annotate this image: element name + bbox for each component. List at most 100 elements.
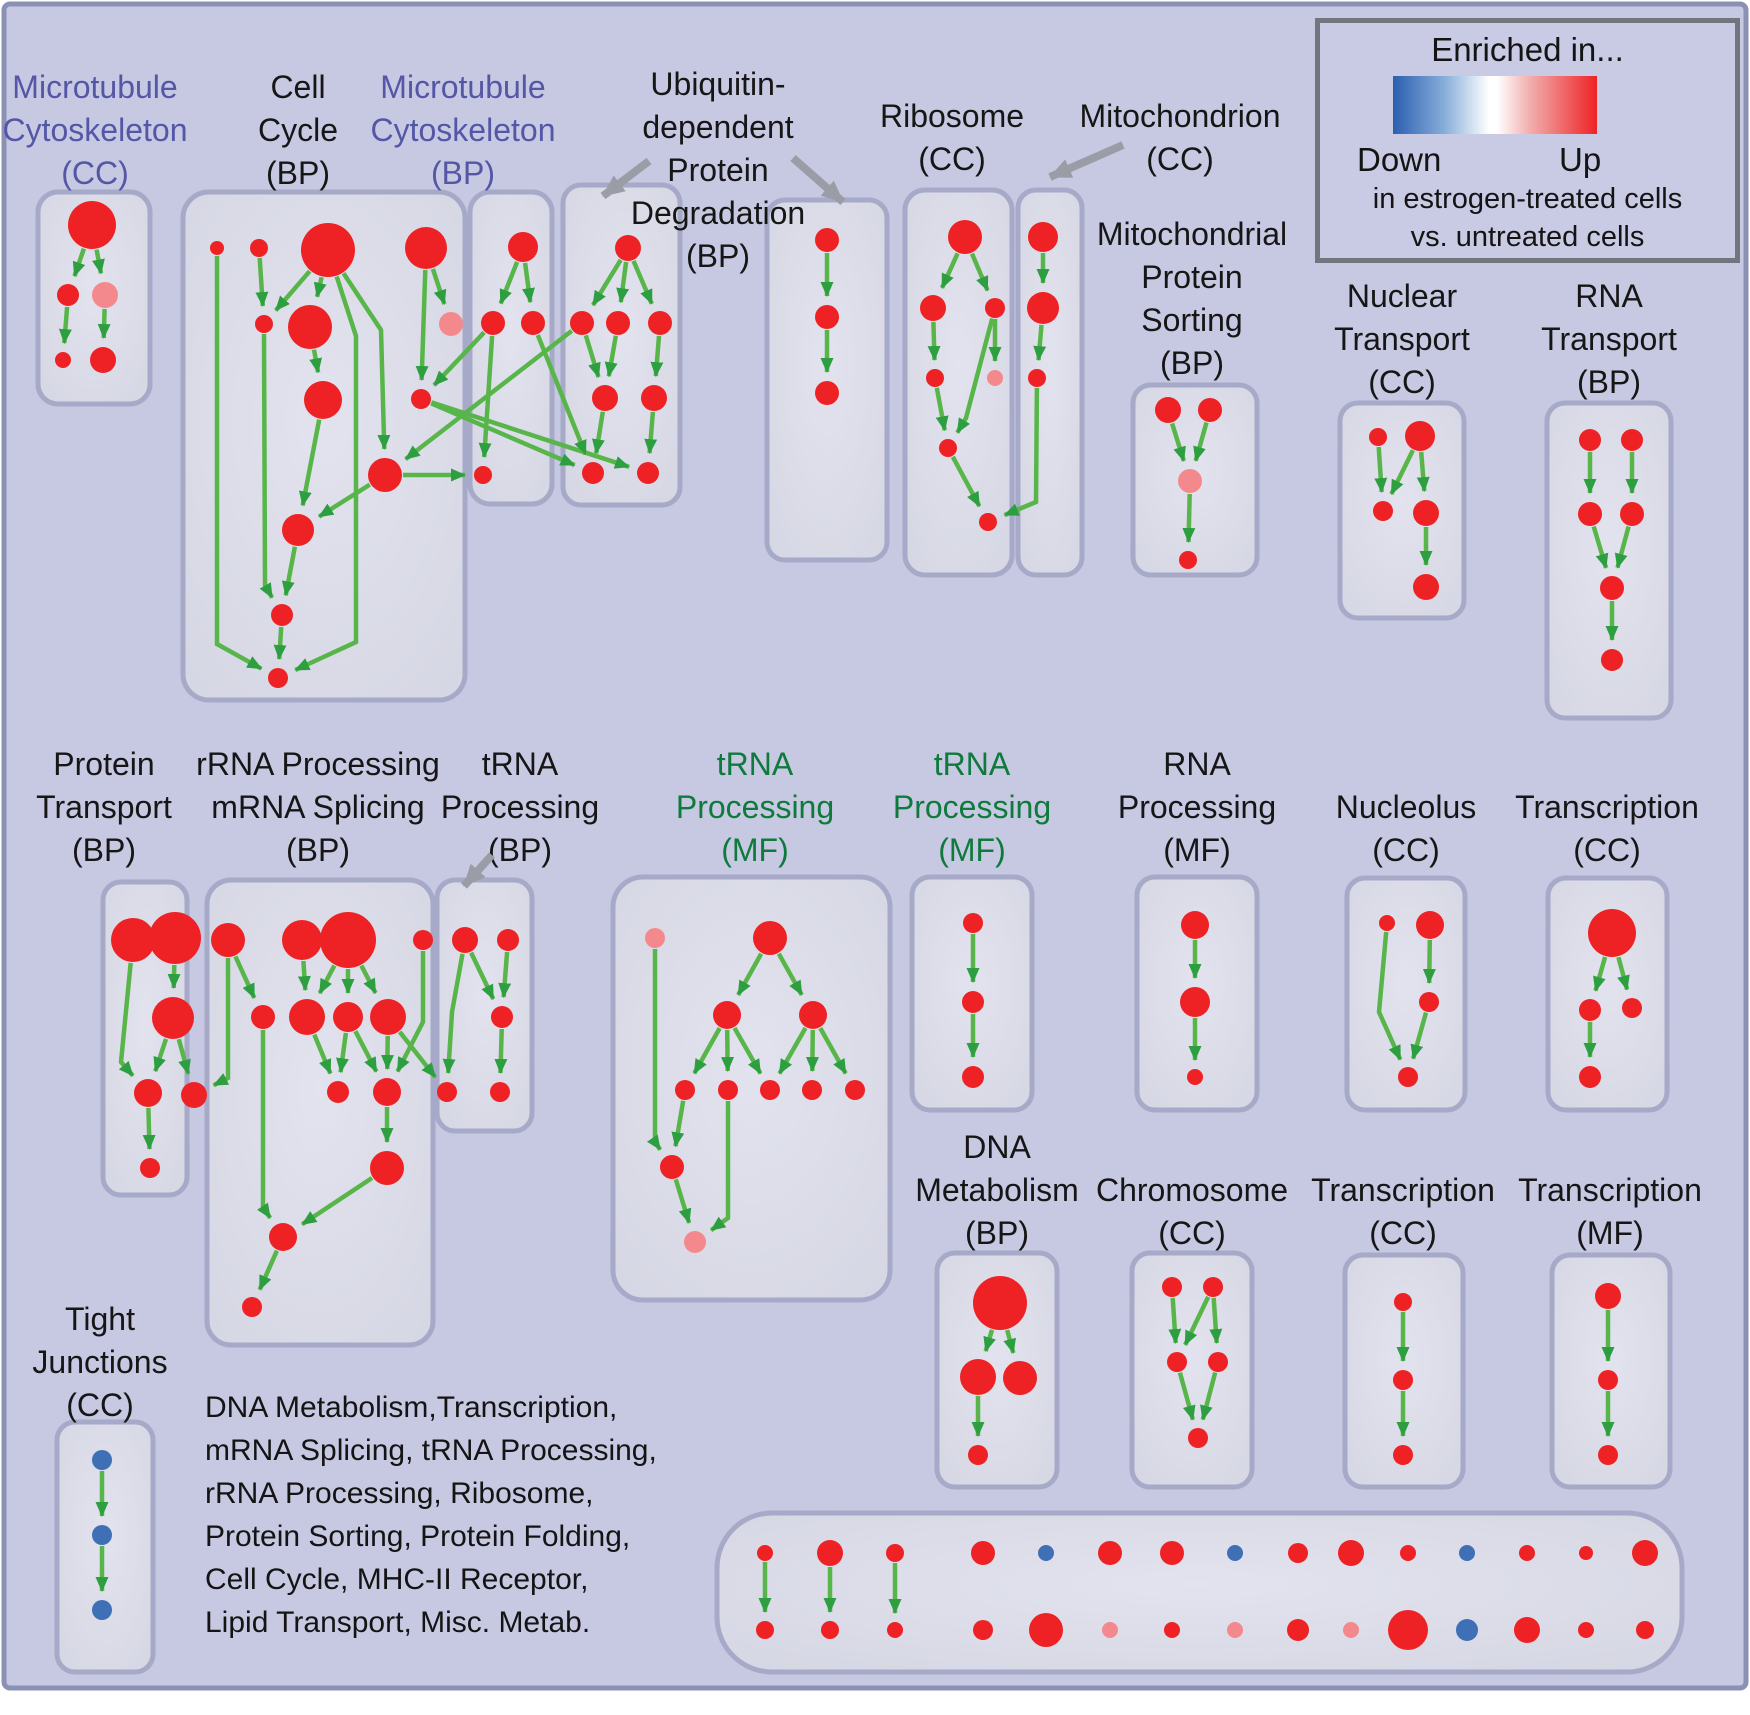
edge-arrow xyxy=(604,335,619,378)
go-term-node xyxy=(1393,1445,1413,1465)
go-term-node xyxy=(926,369,944,387)
edge-arrow xyxy=(721,1029,735,1072)
cluster-box-tight-junctions-cc xyxy=(54,1419,156,1675)
cluster-label-cell-cycle-bp: Cell xyxy=(270,69,325,105)
edge-arrow xyxy=(732,1026,763,1075)
go-term-node xyxy=(718,1080,738,1100)
go-term-node xyxy=(1598,1445,1618,1465)
go-term-node xyxy=(1373,501,1393,521)
misc-line: Protein Sorting, Protein Folding, xyxy=(205,1520,631,1553)
cluster-label-trna-processing-mf-2: tRNA xyxy=(934,746,1011,782)
edge-arrow xyxy=(214,256,263,671)
edge-arrow xyxy=(616,261,630,304)
go-term-node xyxy=(1188,1428,1208,1448)
edge-arrow xyxy=(673,1178,692,1224)
edge-arrow xyxy=(498,951,512,999)
go-term-node xyxy=(645,928,665,948)
edge-arrow xyxy=(274,269,312,312)
go-term-node xyxy=(1578,502,1602,526)
edge-arrow xyxy=(969,252,990,292)
go-term-node xyxy=(481,311,505,335)
cluster-label-rna-transport-bp: (BP) xyxy=(1577,364,1641,400)
legend-down-label: Down xyxy=(1357,141,1442,178)
go-term-node xyxy=(1588,909,1636,957)
label-pointer-arrow xyxy=(1048,141,1125,181)
go-term-node xyxy=(756,1621,774,1639)
label-pointer-arrow xyxy=(600,157,652,200)
edge-arrow xyxy=(212,958,231,1088)
legend-gradient-bar xyxy=(1393,76,1597,134)
edge-arrow xyxy=(294,275,359,673)
go-term-node xyxy=(327,1081,349,1103)
go-term-node xyxy=(521,311,545,335)
cluster-box-nuclear-transport-cc xyxy=(1337,400,1467,621)
edge-arrow xyxy=(430,268,447,306)
go-term-node xyxy=(1288,1543,1308,1563)
go-term-node xyxy=(57,284,79,306)
cluster-label-trna-processing-mf-2: (MF) xyxy=(938,832,1006,868)
go-term-node xyxy=(255,315,273,333)
cluster-label-transcription-cc-2: Transcription xyxy=(1311,1172,1495,1208)
go-term-node xyxy=(251,1005,275,1029)
edge-arrow xyxy=(313,276,327,298)
annotation-arrows xyxy=(461,141,1125,889)
cluster-box-summary-box xyxy=(714,1510,1685,1675)
go-term-node xyxy=(181,1082,207,1108)
edge-arrow xyxy=(1389,449,1415,495)
edge-arrow xyxy=(257,1249,279,1291)
go-term-node xyxy=(1203,1277,1223,1297)
edge-arrow xyxy=(300,1176,374,1227)
go-term-node xyxy=(210,241,224,255)
cluster-label-cell-cycle-bp: (BP) xyxy=(266,155,330,191)
go-term-node xyxy=(1600,576,1624,600)
go-term-node xyxy=(962,1066,984,1088)
cluster-label-chromosome-cc: (CC) xyxy=(1158,1215,1226,1251)
edge-arrow xyxy=(736,952,764,996)
edge-arrow xyxy=(167,964,181,989)
legend-title: Enriched in... xyxy=(1431,31,1624,68)
go-term-node xyxy=(971,1541,995,1565)
go-term-node xyxy=(92,1525,112,1545)
go-term-node xyxy=(985,298,1005,318)
cluster-label-rna-processing-mf: RNA xyxy=(1163,746,1231,782)
edge-arrow xyxy=(983,1329,996,1353)
edge-arrow xyxy=(1416,451,1430,493)
go-term-node xyxy=(1413,500,1439,526)
cluster-label-transcription-mf: (MF) xyxy=(1576,1215,1644,1251)
go-term-node xyxy=(1098,1541,1122,1565)
edge-arrow xyxy=(1209,1297,1223,1344)
go-term-node xyxy=(282,920,322,960)
cluster-label-rna-transport-bp: Transport xyxy=(1541,321,1677,357)
cluster-box-rna-transport-bp xyxy=(1544,400,1674,721)
cluster-box-dna-metabolism-bp xyxy=(934,1250,1060,1490)
cluster-label-transcription-mf: Transcription xyxy=(1518,1172,1702,1208)
cluster-label-nucleolus-cc: (CC) xyxy=(1372,832,1440,868)
go-term-node xyxy=(1636,1621,1654,1639)
go-term-node xyxy=(134,1079,162,1107)
edge-arrow xyxy=(494,1028,508,1074)
cluster-label-microtubule-bp: (BP) xyxy=(431,155,495,191)
cluster-label-transcription-cc-1: Transcription xyxy=(1515,789,1699,825)
cluster-label-ubiquitin-bp-1: Ubiquitin- xyxy=(650,66,785,102)
go-term-node xyxy=(437,1082,457,1102)
edge-arrow xyxy=(353,1030,379,1073)
cluster-box-rrna-mrna-bp xyxy=(204,877,436,1348)
edge-arrow xyxy=(257,1030,273,1220)
edge-arrow xyxy=(395,951,426,1073)
go-term-node xyxy=(713,1001,741,1029)
go-term-node xyxy=(1227,1622,1243,1638)
go-term-node xyxy=(1620,502,1644,526)
go-term-node xyxy=(55,352,71,368)
edge-arrow xyxy=(1422,939,1436,984)
cluster-box-transcription-cc-1 xyxy=(1545,875,1670,1113)
go-term-node xyxy=(1027,292,1059,324)
edge-arrow xyxy=(777,1026,808,1075)
go-term-node xyxy=(815,305,839,329)
go-term-node xyxy=(815,381,839,405)
edge-arrow xyxy=(1614,525,1631,569)
edge-arrow xyxy=(818,1026,848,1075)
edge-arrow xyxy=(1616,956,1630,991)
edge-arrow xyxy=(1374,446,1388,493)
edge-arrow xyxy=(583,334,601,378)
go-term-node xyxy=(760,1080,780,1100)
